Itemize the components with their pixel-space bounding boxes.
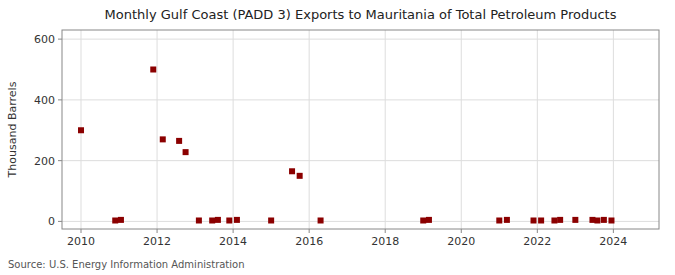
y-tick [58,39,62,40]
x-tick-label: 2024 [599,235,627,248]
x-tick-label: 2020 [447,235,475,248]
y-tick-label: 0 [48,215,55,228]
x-grid-line [537,30,538,229]
x-tick-label: 2022 [523,235,551,248]
x-grid-line [309,30,310,229]
y-grid-line [62,160,659,161]
point [601,217,607,223]
point [297,173,303,179]
x-tick [537,229,538,233]
point [594,217,600,223]
point [150,66,156,72]
point [176,138,182,144]
point [215,217,221,223]
points [78,66,614,223]
x-tick-label: 2014 [219,235,247,248]
point [531,217,537,223]
point [160,136,166,142]
x-tick-label: 2016 [295,235,323,248]
point [608,217,614,223]
x-tick [309,229,310,233]
point [318,217,324,223]
point [538,217,544,223]
point [112,217,118,223]
point [234,217,240,223]
y-tick [58,160,62,161]
x-tick [613,229,614,233]
x-tick [157,229,158,233]
x-tick [461,229,462,233]
point [289,168,295,174]
chart: 2010 2012 2014 2016 2018 2020 2022 2024 0 200 400 6… [0,0,675,275]
x-grid-line [613,30,614,229]
point [420,217,426,223]
x-tick-label: 2018 [371,235,399,248]
y-grid-line [62,99,659,100]
y-axis-label: Thousand Barrels [6,81,19,178]
x-grid-line [461,30,462,229]
y-grid-line [62,39,659,40]
y-tick [58,99,62,100]
y-grid-line [62,221,659,222]
point [118,217,124,223]
point [78,127,84,133]
grid [62,30,659,229]
point [426,217,432,223]
x-tick [81,229,82,233]
x-grid-line [157,30,158,229]
plot-frame [62,30,659,229]
y-tick-label: 200 [34,155,55,168]
y-tick-label: 400 [34,94,55,107]
point [504,217,510,223]
x-tick-label: 2010 [67,235,95,248]
title: Monthly Gulf Coast (PADD 3) Exports to M… [105,7,617,22]
y-tick-label: 600 [34,33,55,46]
point [572,217,578,223]
point [496,217,502,223]
point [268,217,274,223]
x-grid-line [233,30,234,229]
x-tick-label: 2012 [143,235,171,248]
axes: 2010 2012 2014 2016 2018 2020 2022 2024 0 200 400 6… [34,33,627,248]
x-grid-line [385,30,386,229]
point [226,217,232,223]
point [209,217,215,223]
x-tick [233,229,234,233]
point [183,149,189,155]
source: Source: U.S. Energy Information Administ… [8,259,245,270]
point [196,217,202,223]
x-tick [385,229,386,233]
y-tick [58,221,62,222]
point [557,217,563,223]
point [551,217,557,223]
